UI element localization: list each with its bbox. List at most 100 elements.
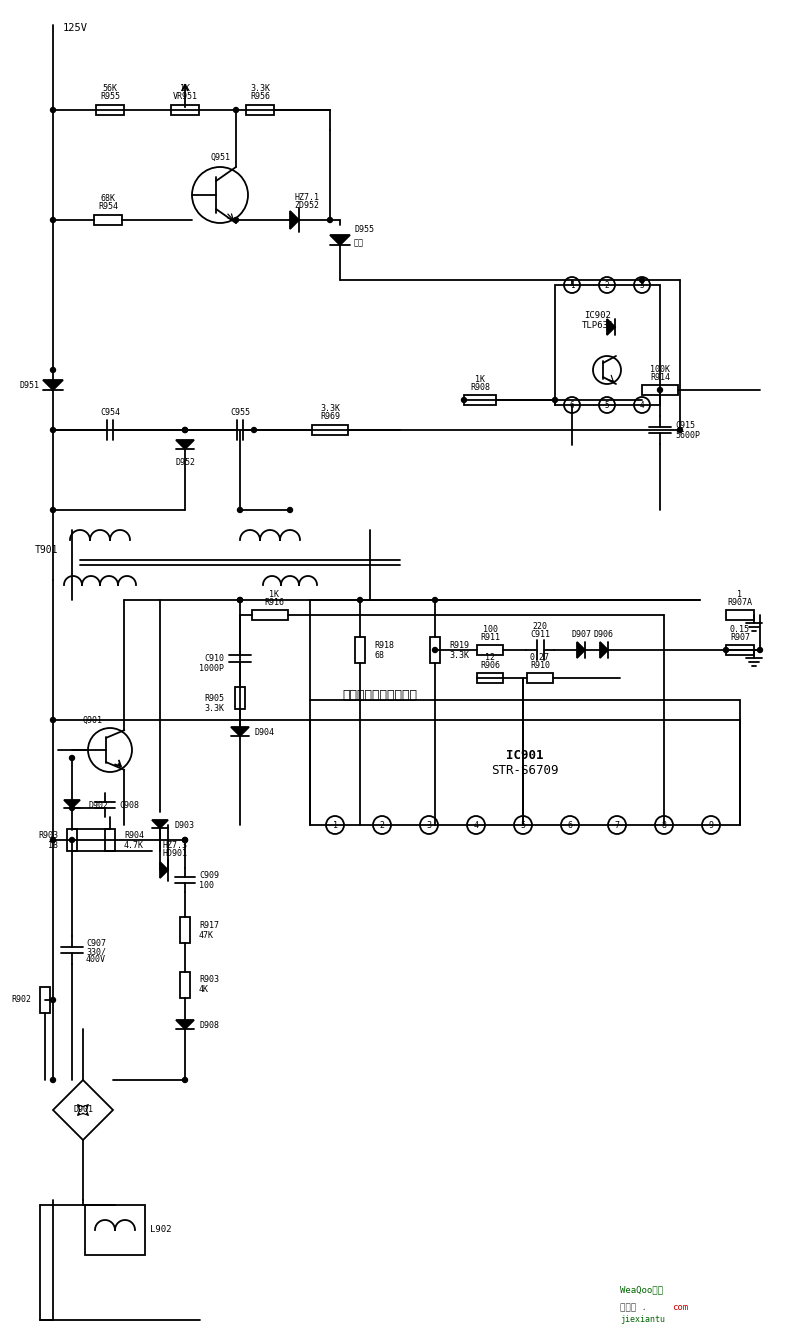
Circle shape bbox=[70, 806, 74, 810]
Polygon shape bbox=[176, 1020, 194, 1029]
Circle shape bbox=[182, 838, 187, 842]
Bar bbox=[180, 916, 190, 943]
Text: R956: R956 bbox=[250, 92, 270, 101]
Text: 1K: 1K bbox=[180, 84, 190, 93]
Text: Q951: Q951 bbox=[210, 153, 230, 161]
Circle shape bbox=[723, 648, 729, 653]
Text: 7: 7 bbox=[614, 821, 619, 830]
Text: C907: C907 bbox=[86, 939, 106, 948]
Text: 拔信图 .: 拔信图 . bbox=[620, 1303, 647, 1313]
Text: HZ7.1: HZ7.1 bbox=[294, 193, 319, 202]
Bar bbox=[726, 645, 754, 654]
Text: ZD952: ZD952 bbox=[294, 201, 319, 210]
Circle shape bbox=[50, 508, 55, 512]
Text: 5: 5 bbox=[605, 400, 610, 410]
Text: R910: R910 bbox=[530, 661, 550, 669]
Text: 9: 9 bbox=[709, 821, 714, 830]
Text: STR-S6709: STR-S6709 bbox=[491, 763, 558, 777]
Polygon shape bbox=[607, 319, 615, 335]
Text: D952: D952 bbox=[175, 458, 195, 467]
Text: 2: 2 bbox=[379, 821, 385, 830]
Circle shape bbox=[758, 648, 762, 653]
Circle shape bbox=[462, 398, 466, 403]
Text: R917: R917 bbox=[199, 920, 219, 930]
Text: R916: R916 bbox=[264, 597, 284, 606]
Circle shape bbox=[234, 218, 238, 222]
Text: 4: 4 bbox=[640, 400, 644, 410]
Text: com: com bbox=[672, 1303, 688, 1313]
Text: 47K: 47K bbox=[199, 931, 214, 939]
Text: D902: D902 bbox=[88, 801, 108, 810]
Polygon shape bbox=[330, 235, 350, 245]
Circle shape bbox=[70, 838, 74, 842]
Polygon shape bbox=[64, 801, 80, 809]
Circle shape bbox=[238, 597, 242, 602]
Text: L902: L902 bbox=[150, 1225, 171, 1234]
Bar bbox=[642, 384, 678, 395]
Bar bbox=[312, 426, 348, 435]
Text: 3.3K: 3.3K bbox=[449, 650, 469, 660]
Text: 0.15: 0.15 bbox=[730, 625, 750, 633]
Text: R903: R903 bbox=[38, 830, 58, 839]
Text: R954: R954 bbox=[98, 202, 118, 210]
Text: 5600P: 5600P bbox=[675, 431, 700, 439]
Text: 12: 12 bbox=[485, 653, 495, 661]
Bar bbox=[527, 673, 553, 684]
Text: D951: D951 bbox=[19, 380, 39, 390]
Text: 18: 18 bbox=[48, 841, 58, 850]
Circle shape bbox=[50, 108, 55, 113]
Text: 1K: 1K bbox=[269, 589, 279, 599]
Circle shape bbox=[251, 427, 257, 432]
Text: D955: D955 bbox=[354, 225, 374, 234]
Bar bbox=[464, 395, 496, 406]
Polygon shape bbox=[152, 821, 168, 829]
Text: R902: R902 bbox=[11, 995, 31, 1004]
Text: D906: D906 bbox=[594, 629, 614, 638]
Text: 68K: 68K bbox=[101, 193, 115, 202]
Text: WeaQoo维库: WeaQoo维库 bbox=[620, 1286, 663, 1294]
Text: R906: R906 bbox=[480, 661, 500, 669]
Circle shape bbox=[50, 998, 55, 1003]
Text: 6: 6 bbox=[567, 821, 573, 830]
Text: T901: T901 bbox=[35, 545, 58, 555]
Text: 1000P: 1000P bbox=[199, 664, 224, 673]
Text: 6: 6 bbox=[570, 400, 574, 410]
Circle shape bbox=[639, 278, 645, 282]
Circle shape bbox=[50, 1077, 55, 1083]
Text: D901: D901 bbox=[73, 1105, 93, 1115]
Text: 56K: 56K bbox=[102, 84, 118, 93]
Text: R904: R904 bbox=[124, 830, 144, 839]
Text: 3: 3 bbox=[426, 821, 431, 830]
Bar bbox=[430, 637, 440, 662]
Text: 100: 100 bbox=[199, 880, 214, 890]
Text: 4.7K: 4.7K bbox=[124, 841, 144, 850]
Text: HD901: HD901 bbox=[162, 850, 187, 858]
Text: C911: C911 bbox=[530, 629, 550, 638]
Bar bbox=[355, 637, 365, 662]
Text: C954: C954 bbox=[100, 407, 120, 416]
Text: 8: 8 bbox=[662, 821, 666, 830]
Text: jiexiantu: jiexiantu bbox=[620, 1315, 665, 1325]
Text: C908: C908 bbox=[119, 801, 139, 810]
Polygon shape bbox=[176, 440, 194, 450]
Circle shape bbox=[358, 597, 362, 602]
Circle shape bbox=[678, 427, 682, 432]
Bar bbox=[477, 645, 503, 654]
Circle shape bbox=[182, 427, 187, 432]
Text: R955: R955 bbox=[100, 92, 120, 101]
Bar bbox=[67, 829, 77, 851]
Text: R907A: R907A bbox=[727, 597, 753, 606]
Polygon shape bbox=[290, 211, 299, 229]
Text: R969: R969 bbox=[320, 411, 340, 420]
Text: HZ7.3: HZ7.3 bbox=[162, 842, 187, 850]
Text: 100: 100 bbox=[482, 625, 498, 633]
Bar bbox=[94, 215, 122, 225]
Circle shape bbox=[182, 1077, 187, 1083]
Bar bbox=[246, 105, 274, 114]
Text: 125V: 125V bbox=[63, 23, 88, 33]
Text: 0.27: 0.27 bbox=[530, 653, 550, 661]
Text: 68: 68 bbox=[374, 650, 384, 660]
Bar bbox=[477, 673, 503, 684]
Text: C910: C910 bbox=[204, 653, 224, 662]
Text: R905: R905 bbox=[204, 693, 224, 702]
